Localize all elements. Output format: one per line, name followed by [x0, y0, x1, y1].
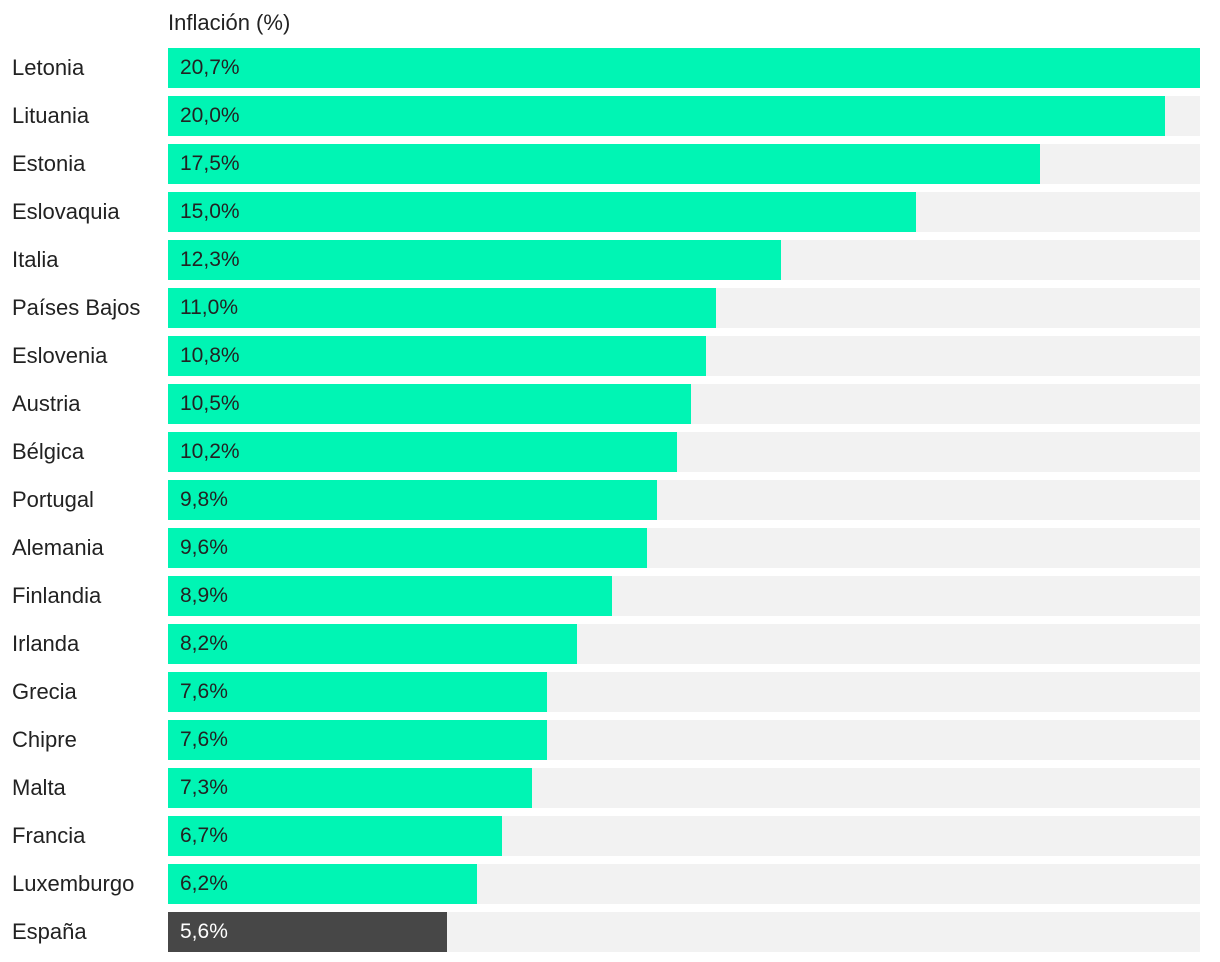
bar-row: Luxemburgo 6,2%: [0, 864, 1220, 904]
value-label: 15,0%: [180, 200, 240, 223]
bar-row: Malta 7,3%: [0, 768, 1220, 808]
bar-track: 9,8%: [168, 480, 1200, 520]
bar-row: Grecia 7,6%: [0, 672, 1220, 712]
value-label: 17,5%: [180, 152, 240, 175]
bar-row: Irlanda 8,2%: [0, 624, 1220, 664]
bar-row: Países Bajos 11,0%: [0, 288, 1220, 328]
value-label: 10,2%: [180, 440, 240, 463]
value-label: 8,9%: [180, 584, 228, 607]
bar-row: Portugal 9,8%: [0, 480, 1220, 520]
bar-row: Lituania 20,0%: [0, 96, 1220, 136]
bar-row: Finlandia 8,9%: [0, 576, 1220, 616]
value-label: 20,7%: [180, 56, 240, 79]
bar: [168, 336, 706, 376]
bar: [168, 576, 612, 616]
value-label: 7,3%: [180, 776, 228, 799]
bar: [168, 864, 477, 904]
bar-track: 7,3%: [168, 768, 1200, 808]
value-label: 9,6%: [180, 536, 228, 559]
bar-track: 10,5%: [168, 384, 1200, 424]
bar-row: Bélgica 10,2%: [0, 432, 1220, 472]
bar-row: Letonia 20,7%: [0, 48, 1220, 88]
bar: [168, 528, 647, 568]
value-label: 12,3%: [180, 248, 240, 271]
bar: [168, 480, 657, 520]
bar-row: Francia 6,7%: [0, 816, 1220, 856]
bar: [168, 192, 916, 232]
bar-track: 20,7%: [168, 48, 1200, 88]
category-label: Eslovenia: [12, 343, 108, 368]
bar-row: Chipre 7,6%: [0, 720, 1220, 760]
bar-track: 8,2%: [168, 624, 1200, 664]
category-label: Eslovaquia: [12, 199, 120, 224]
bar-track: 5,6%: [168, 912, 1200, 952]
category-label: España: [12, 919, 87, 944]
value-label: 5,6%: [180, 920, 228, 943]
bar: [168, 144, 1040, 184]
value-label: 6,2%: [180, 872, 228, 895]
value-label: 11,0%: [180, 296, 238, 319]
bar-track: 17,5%: [168, 144, 1200, 184]
bar: [168, 384, 691, 424]
bar: [168, 768, 532, 808]
value-label: 10,5%: [180, 392, 240, 415]
category-label: Grecia: [12, 679, 77, 704]
category-label: Austria: [12, 391, 81, 416]
value-label: 10,8%: [180, 344, 240, 367]
value-label: 6,7%: [180, 824, 228, 847]
bar: [168, 816, 502, 856]
category-label: Alemania: [12, 535, 104, 560]
bar-highlight: [168, 912, 447, 952]
bar-row: Austria 10,5%: [0, 384, 1220, 424]
bar-track: 10,2%: [168, 432, 1200, 472]
bar: [168, 624, 577, 664]
bar-track: 7,6%: [168, 672, 1200, 712]
bar-row: Eslovaquia 15,0%: [0, 192, 1220, 232]
bar: [168, 672, 547, 712]
category-label: Irlanda: [12, 631, 80, 656]
bar: [168, 240, 781, 280]
category-label: Portugal: [12, 487, 94, 512]
bar-row: Italia 12,3%: [0, 240, 1220, 280]
bar-track: 6,7%: [168, 816, 1200, 856]
bar: [168, 48, 1200, 88]
category-label: Bélgica: [12, 439, 85, 464]
bar: [168, 288, 716, 328]
category-label: Países Bajos: [12, 295, 141, 320]
category-label: Francia: [12, 823, 86, 848]
value-label: 7,6%: [180, 728, 228, 751]
bar-track: 12,3%: [168, 240, 1200, 280]
category-label: Italia: [12, 247, 59, 272]
category-label: Malta: [12, 775, 66, 800]
bar: [168, 432, 677, 472]
bar-track: 8,9%: [168, 576, 1200, 616]
category-label: Letonia: [12, 55, 85, 80]
bar-track: 11,0%: [168, 288, 1200, 328]
bar-track: 20,0%: [168, 96, 1200, 136]
value-label: 9,8%: [180, 488, 228, 511]
bar: [168, 96, 1165, 136]
category-label: Estonia: [12, 151, 86, 176]
bar-track: 9,6%: [168, 528, 1200, 568]
bar-track: 15,0%: [168, 192, 1200, 232]
value-label: 20,0%: [180, 104, 240, 127]
category-label: Lituania: [12, 103, 90, 128]
value-label: 7,6%: [180, 680, 228, 703]
bar-row: Estonia 17,5%: [0, 144, 1220, 184]
bar-row: España 5,6%: [0, 912, 1220, 952]
bar-track: 6,2%: [168, 864, 1200, 904]
chart-title: Inflación (%): [168, 10, 291, 35]
category-label: Finlandia: [12, 583, 102, 608]
bar-track: 10,8%: [168, 336, 1200, 376]
category-label: Luxemburgo: [12, 871, 135, 896]
category-label: Chipre: [12, 727, 77, 752]
bar-track: 7,6%: [168, 720, 1200, 760]
bar-row: Alemania 9,6%: [0, 528, 1220, 568]
bar: [168, 720, 547, 760]
value-label: 8,2%: [180, 632, 228, 655]
bar-row: Eslovenia 10,8%: [0, 336, 1220, 376]
